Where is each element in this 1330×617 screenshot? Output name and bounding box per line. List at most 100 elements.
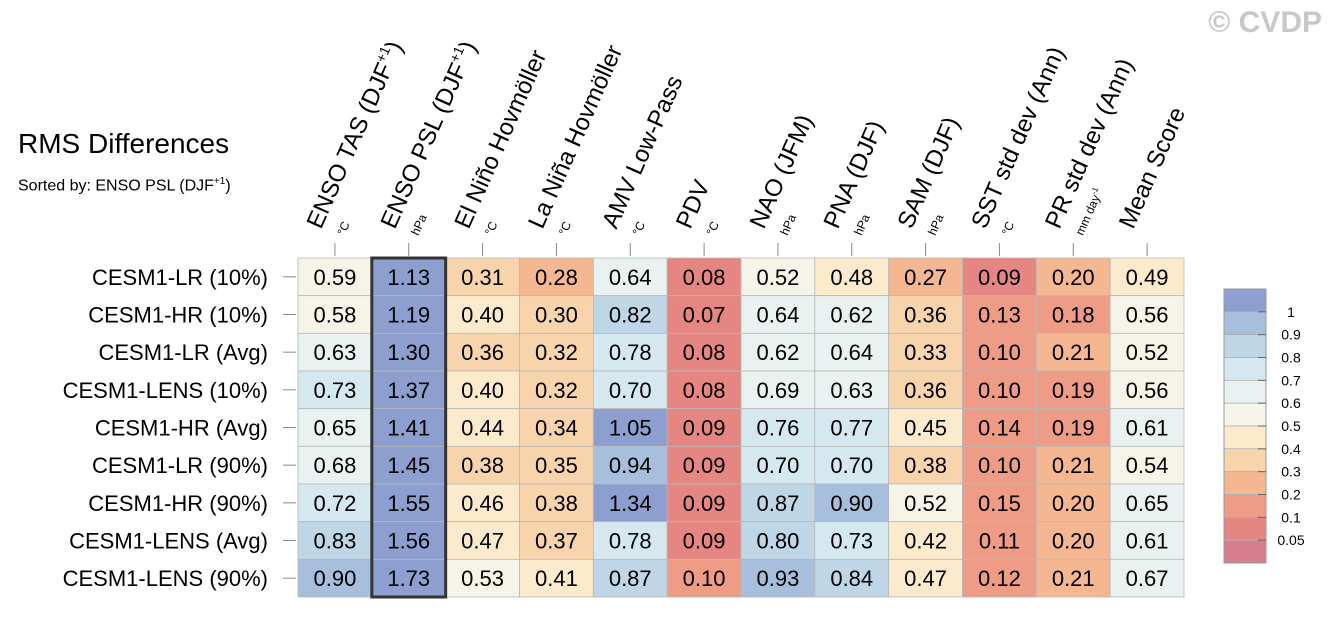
cell-value-label: 0.20 [1052,265,1095,290]
heatmap-cell [962,521,1037,560]
heatmap-cell [1035,558,1111,598]
subtitle-superscript: +1 [213,176,226,187]
chart-subtitle: Sorted by: ENSO PSL (DJF+1) [18,176,231,195]
column-unit-label: °C [334,219,352,237]
cell-value-label: 0.36 [904,378,947,403]
cell-value-label: 0.87 [757,491,800,516]
cell-value-label: 0.08 [683,265,726,290]
cell-value-label: 0.70 [609,378,652,403]
column-unit-label: °C [704,219,722,237]
row-label: CESM1-LENS (10%) [63,378,268,403]
column-unit-main: hPa [925,212,947,237]
cell-value-label: 0.65 [314,416,357,441]
chart-title: RMS Differences [18,128,230,159]
cell-value-label: 0.52 [1126,340,1169,365]
heatmap-cell [592,483,668,523]
column-label-superscript: +1 [446,43,467,64]
heatmap-cell [1035,370,1111,410]
heatmap-cell [371,332,447,372]
cell-value-label: 0.62 [830,303,873,328]
cell-value-label: 0.45 [904,416,947,441]
colorbar-label: 0.2 [1281,487,1301,503]
cell-value-label: 0.58 [314,303,357,328]
heatmap-cell [1109,295,1185,334]
cell-value-label: 0.68 [314,453,357,478]
colorbar-label: 0.05 [1277,532,1304,548]
cell-value-label: 0.07 [683,303,726,328]
cell-value-label: 0.42 [904,529,947,554]
cell-value-label: 0.36 [904,303,947,328]
heatmap-cell [666,332,742,372]
heatmap-cell [962,370,1037,410]
cell-value-label: 0.61 [1126,416,1169,441]
cell-value-label: 0.38 [904,453,947,478]
cell-value-label: 0.13 [978,303,1021,328]
cell-value-label: 0.10 [978,453,1021,478]
cell-value-label: 1.45 [387,453,430,478]
heatmap-cell [1035,483,1111,523]
column-unit-superscript: -1 [1089,185,1100,196]
cell-value-label: 0.63 [314,340,357,365]
heatmap-cell [297,483,373,523]
heatmap-cell [740,521,816,560]
heatmap-cell [888,295,963,334]
heatmap-cell [1035,295,1111,334]
cell-value-label: 0.10 [978,340,1021,365]
cell-value-label: 0.67 [1126,566,1169,591]
cell-value-label: 0.32 [535,378,578,403]
heatmap-cell [962,558,1037,598]
column-label: Mean Score [1114,103,1191,232]
watermark: © CVDP [1208,6,1322,39]
sorted-column-highlight [370,256,448,599]
colorbar-label: 0.5 [1281,418,1301,434]
cell-value-label: 0.78 [609,529,652,554]
column-label-main: NAO (JFM) [745,111,819,233]
cell-value-label: 0.76 [757,416,800,441]
cell-value-label: 0.65 [1126,491,1169,516]
heatmap-cell [592,558,668,598]
cell-value-label: 0.83 [314,529,357,554]
cell-value-label: 0.20 [1052,491,1095,516]
heatmap-cell [814,521,890,560]
colorbar-swatch [1223,311,1267,336]
column-unit-label: hPa [851,212,873,237]
cell-value-label: 0.40 [461,378,504,403]
cell-value-label: 0.70 [830,453,873,478]
cell-value-label: 0.48 [830,265,873,290]
cell-value-label: 0.18 [1052,303,1095,328]
cell-value-label: 0.82 [609,303,652,328]
heatmap-cell [1109,332,1185,372]
column-unit-main: hPa [408,212,430,237]
cell-value-label: 0.56 [1126,378,1169,403]
cell-value-label: 1.19 [387,303,430,328]
cell-value-label: 0.78 [609,340,652,365]
subtitle-prefix: Sorted by: ENSO PSL (DJF [18,177,214,195]
colorbar-swatch [1223,516,1267,541]
column-unit-label: °C [556,219,574,237]
heatmap-cell [519,558,594,598]
heatmap-cell [740,332,816,372]
heatmap-cell [519,332,594,372]
heatmap-cell [814,445,890,485]
cell-value-label: 1.30 [387,340,430,365]
heatmap-cell [814,370,890,410]
heatmap-cell [297,332,373,372]
column-label-text: NAO (JFM) [745,111,819,233]
cell-value-label: 0.41 [535,566,578,591]
colorbar-label: 0.1 [1281,509,1301,525]
cell-value-label: 0.21 [1052,453,1095,478]
column-unit-main: °C [482,219,500,237]
heatmap-cell [592,521,668,560]
heatmap-cell [666,521,742,560]
heatmap-cell [666,558,742,598]
cell-value-label: 0.14 [978,416,1021,441]
row-label: CESM1-LENS (90%) [63,566,268,591]
cell-value-label: 0.59 [314,265,357,290]
colorbar-label: 0.4 [1281,441,1301,457]
colorbar-label: 0.8 [1281,350,1301,366]
column-label-text: AMV Low-Pass [597,72,688,233]
cell-value-label: 0.31 [461,265,504,290]
cell-value-label: 0.53 [461,566,504,591]
colorbar-label: 0.9 [1281,327,1301,343]
heatmap-cell [666,295,742,334]
